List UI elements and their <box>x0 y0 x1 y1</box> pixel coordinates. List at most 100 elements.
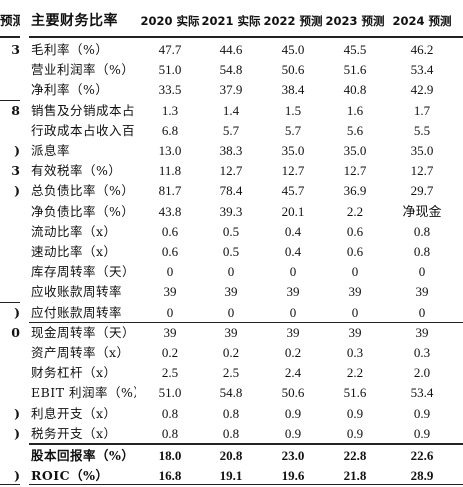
value-cell: 35.0 <box>410 143 434 158</box>
value-cell: 2.5 <box>222 365 240 381</box>
value-cell: 19.6 <box>281 468 305 484</box>
value-cell: 78.4 <box>219 183 243 199</box>
value-cell: 0 <box>166 304 174 320</box>
value-cell: 29.7 <box>410 183 434 199</box>
value-cell: 51.6 <box>343 62 367 78</box>
value-cell: 0 <box>289 264 297 280</box>
side-fragment: 3 <box>11 163 20 179</box>
value-cell: 39 <box>286 284 300 300</box>
value-cell: 1.6 <box>346 102 364 118</box>
row-label: 净利率（%） <box>31 82 109 98</box>
value-cell: 0.2 <box>222 345 240 360</box>
row-label: 库存周转率（天） <box>31 264 136 280</box>
value-cell: 12.7 <box>410 163 434 179</box>
value-cell: 0.6 <box>161 244 179 259</box>
value-cell: 42.9 <box>410 82 434 98</box>
value-cell: 36.9 <box>343 183 367 199</box>
value-cell: 净现金 <box>402 203 442 219</box>
value-cell: 5.7 <box>284 122 302 138</box>
row-label: 股本回报率（%） <box>31 448 135 463</box>
value-cell: 50.6 <box>281 385 305 401</box>
value-cell: 39 <box>415 284 429 300</box>
row-label: 税务开支（x） <box>31 425 117 441</box>
rule <box>0 36 20 38</box>
row-label: 速动比率（x） <box>31 244 117 259</box>
value-cell: 40.8 <box>343 82 367 98</box>
value-cell: 50.6 <box>281 62 305 78</box>
rule <box>0 484 20 485</box>
year-header: 2021 实际 <box>201 14 261 28</box>
row-label: EBIT 利润率（%） <box>31 385 136 401</box>
value-cell: 0.9 <box>284 425 302 441</box>
value-cell: 39 <box>163 284 177 300</box>
value-cell: 53.4 <box>410 385 434 401</box>
value-cell: 0.8 <box>222 425 240 441</box>
value-cell: 46.2 <box>410 42 434 57</box>
row-label: 流动比率（x） <box>31 223 117 239</box>
rule <box>29 36 463 38</box>
side-fragment: ) <box>14 143 20 158</box>
value-cell: 35.0 <box>343 143 367 158</box>
side-fragment: ) <box>14 304 20 320</box>
value-cell: 0 <box>227 264 235 280</box>
row-label: 利息开支（x） <box>31 405 117 421</box>
value-cell: 39 <box>348 284 362 300</box>
value-cell: 45.0 <box>281 42 305 57</box>
value-cell: 0 <box>351 304 359 320</box>
value-cell: 0.9 <box>413 405 431 421</box>
value-cell: 39 <box>224 284 238 300</box>
value-cell: 20.1 <box>281 203 305 219</box>
value-cell: 33.5 <box>158 82 182 98</box>
value-cell: 1.5 <box>284 102 302 118</box>
value-cell: 0.9 <box>284 405 302 421</box>
value-cell: 2.4 <box>284 365 302 381</box>
value-cell: 37.9 <box>219 82 243 98</box>
value-cell: 0.9 <box>346 425 364 441</box>
value-cell: 44.6 <box>219 42 243 57</box>
value-cell: 38.3 <box>219 143 243 158</box>
value-cell: 0.8 <box>413 244 431 259</box>
value-cell: 22.6 <box>410 448 434 463</box>
row-label: 财务杠杆（x） <box>31 365 117 381</box>
value-cell: 35.0 <box>281 143 305 158</box>
value-cell: 0.9 <box>346 405 364 421</box>
row-label: ROIC（%） <box>31 468 109 484</box>
value-cell: 0.4 <box>284 223 302 239</box>
value-cell: 39 <box>286 324 300 340</box>
row-label: 营业利润率（%） <box>31 62 135 78</box>
value-cell: 16.8 <box>158 468 182 484</box>
value-cell: 0.5 <box>222 223 240 239</box>
value-cell: 0.2 <box>161 345 179 360</box>
value-cell: 47.7 <box>158 42 182 57</box>
side-fragment: ) <box>14 468 20 484</box>
year-header: 2022 预测 <box>263 14 323 28</box>
value-cell: 13.0 <box>158 143 182 158</box>
value-cell: 1.7 <box>413 102 431 118</box>
value-cell: 81.7 <box>158 183 182 199</box>
side-fragment: ) <box>14 425 20 441</box>
side-fragment: 0 <box>11 324 20 340</box>
value-cell: 2.5 <box>161 365 179 381</box>
value-cell: 0.9 <box>413 425 431 441</box>
value-cell: 5.6 <box>346 122 364 138</box>
value-cell: 23.0 <box>281 448 305 463</box>
value-cell: 51.0 <box>158 385 182 401</box>
value-cell: 28.9 <box>410 468 434 484</box>
side-fragment: ) <box>14 405 20 421</box>
row-label: 资产周转率（x） <box>31 345 130 360</box>
row-label: 派息率 <box>31 143 71 158</box>
value-cell: 0 <box>418 304 426 320</box>
row-label: 总负债比率（%） <box>31 183 135 199</box>
value-cell: 5.7 <box>222 122 240 138</box>
value-cell: 0 <box>227 304 235 320</box>
year-header: 2023 预测 <box>325 14 385 28</box>
row-label: 毛利率（%） <box>31 42 109 57</box>
value-cell: 20.8 <box>219 448 243 463</box>
row-label: 现金周转率（天） <box>31 324 136 340</box>
value-cell: 54.8 <box>219 385 243 401</box>
side-fragment: 8 <box>11 102 20 118</box>
value-cell: 1.4 <box>222 102 240 118</box>
value-cell: 54.8 <box>219 62 243 78</box>
rule <box>29 443 463 445</box>
value-cell: 45.7 <box>281 183 305 199</box>
